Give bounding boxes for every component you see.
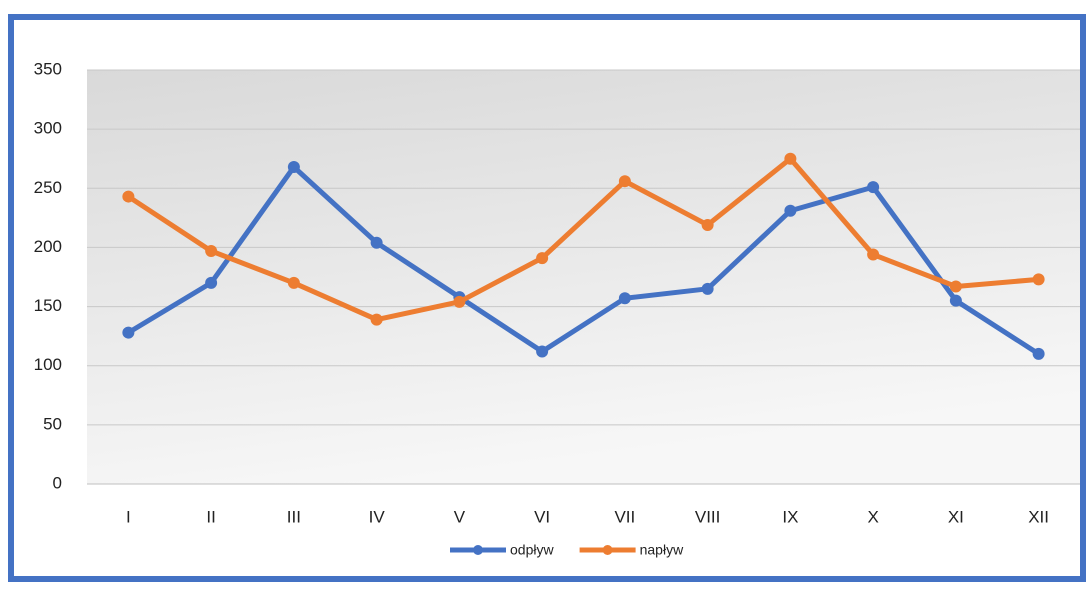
data-point <box>122 326 135 339</box>
data-point <box>784 152 797 165</box>
x-tick-label: IV <box>369 507 386 526</box>
series-line <box>127 164 1040 356</box>
data-point <box>453 295 466 308</box>
x-tick-label: III <box>287 507 301 526</box>
legend-marker <box>602 545 613 555</box>
y-tick-label: 250 <box>34 178 62 197</box>
legend-label: odpływ <box>510 542 554 558</box>
data-point <box>618 175 631 188</box>
x-tick-label: VIII <box>695 507 721 526</box>
x-tick-label: IX <box>782 507 798 526</box>
legend-marker <box>473 545 483 555</box>
x-tick-label: VI <box>534 507 550 526</box>
y-tick-label: 0 <box>53 473 62 492</box>
data-point <box>618 292 631 305</box>
data-point <box>122 190 135 203</box>
series-line <box>127 156 1039 323</box>
data-point <box>701 218 714 231</box>
y-tick-label: 150 <box>34 296 62 315</box>
x-tick-label: VII <box>614 507 635 526</box>
data-point <box>536 345 549 358</box>
data-point <box>370 313 383 326</box>
y-tick-label: 200 <box>34 237 62 256</box>
data-point <box>287 276 300 289</box>
legend-label: napływ <box>640 542 684 558</box>
data-point <box>205 276 218 289</box>
data-point <box>949 294 962 307</box>
data-point <box>536 252 549 265</box>
y-tick-label: 100 <box>34 355 62 374</box>
data-point <box>701 282 714 295</box>
data-point <box>287 160 300 173</box>
x-tick-label: I <box>126 507 131 526</box>
data-point <box>867 248 880 261</box>
plot-area <box>87 70 1080 484</box>
y-tick-label: 300 <box>34 119 62 138</box>
data-point <box>1032 273 1045 286</box>
data-point <box>949 280 962 293</box>
x-tick-label: XII <box>1028 507 1049 526</box>
y-tick-label: 350 <box>34 59 62 78</box>
x-tick-label: X <box>867 507 878 526</box>
x-tick-label: V <box>454 507 466 526</box>
data-point <box>1032 347 1045 360</box>
x-tick-label: II <box>206 507 215 526</box>
y-tick-label: 50 <box>43 414 62 433</box>
data-point <box>867 181 880 194</box>
x-tick-label: XI <box>948 507 964 526</box>
data-point <box>205 244 218 257</box>
data-point <box>784 204 797 217</box>
data-point <box>370 236 383 249</box>
